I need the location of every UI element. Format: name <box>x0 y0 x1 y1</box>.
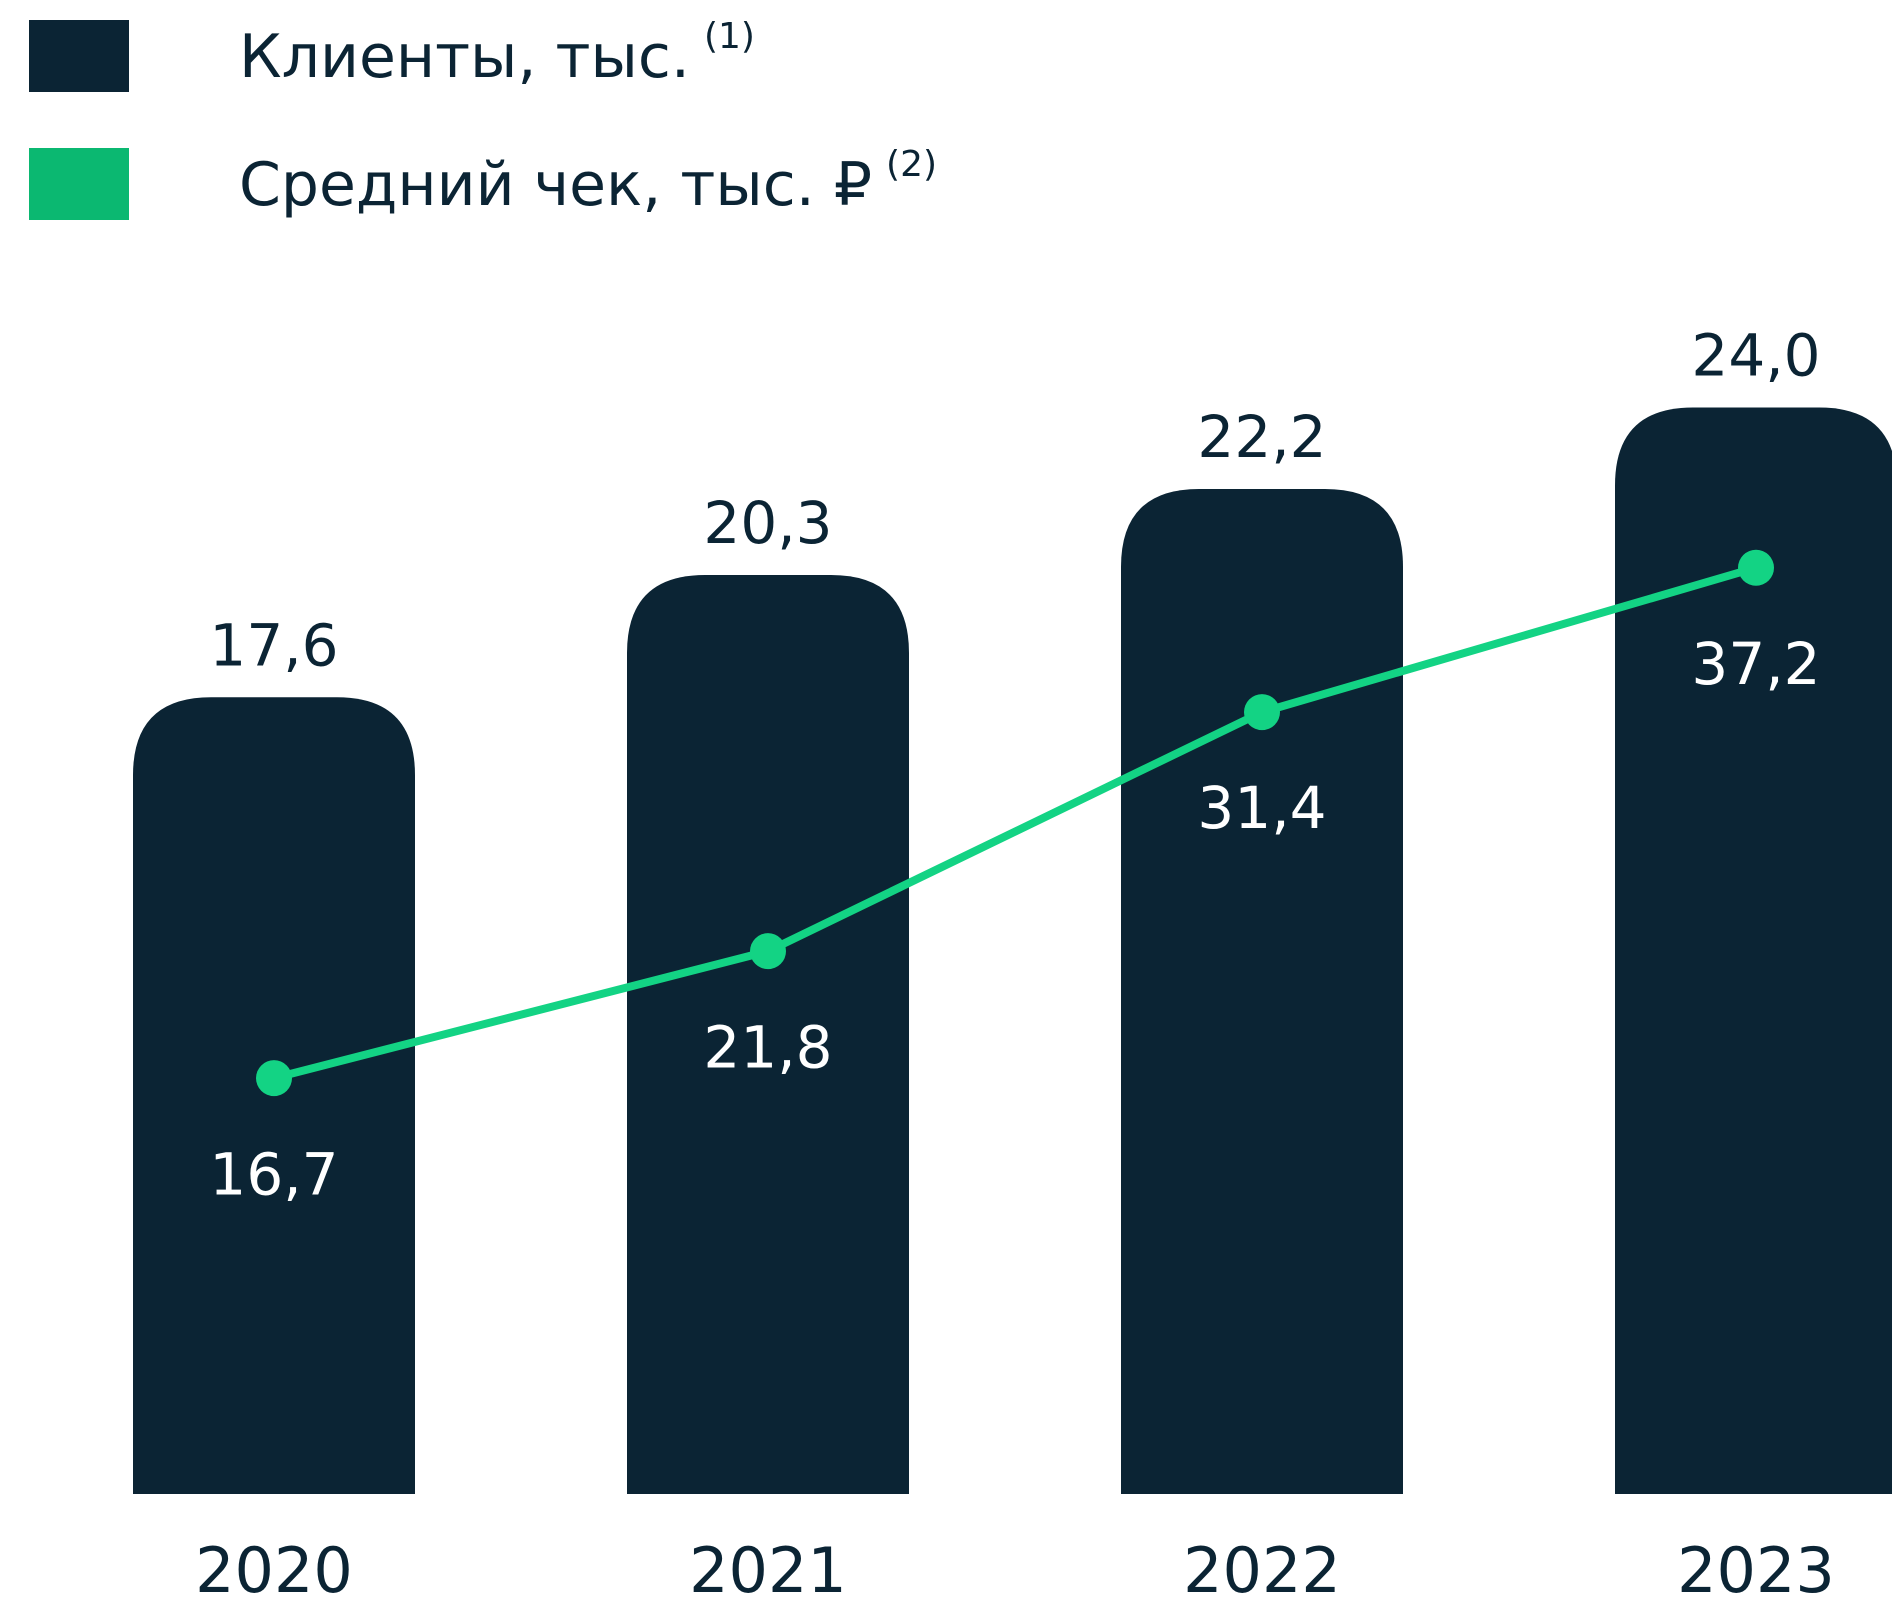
legend-footnote: (1) <box>704 16 755 57</box>
bar-value-label: 20,3 <box>703 489 832 557</box>
bar <box>627 574 909 1494</box>
bar-value-label: 17,6 <box>209 611 338 679</box>
line-value-label: 16,7 <box>209 1140 338 1208</box>
line-value-label: 31,4 <box>1197 774 1326 842</box>
x-tick-label: 2022 <box>1183 1534 1341 1606</box>
legend-footnote: (2) <box>886 144 937 185</box>
bar <box>1121 488 1403 1495</box>
legend-swatch <box>29 148 129 220</box>
legend-label: Средний чек, тыс. ₽ (2) <box>239 144 937 220</box>
legend-name: Клиенты, тыс. <box>239 22 690 92</box>
x-tick-label: 2021 <box>689 1534 847 1606</box>
legend-label: Клиенты, тыс. (1) <box>239 16 755 92</box>
bar-value-label: 24,0 <box>1691 322 1820 390</box>
x-tick-label: 2023 <box>1677 1534 1835 1606</box>
line-point <box>1738 549 1774 586</box>
line-value-label: 21,8 <box>703 1013 832 1081</box>
x-tick-label: 2020 <box>195 1534 353 1606</box>
bar-value-label: 22,2 <box>1197 403 1326 471</box>
line-value-label: 37,2 <box>1691 630 1820 698</box>
line <box>273 563 1758 1083</box>
line-point <box>256 1060 292 1097</box>
legend-name: Средний чек, тыс. ₽ <box>239 150 872 220</box>
legend-swatch <box>29 20 129 92</box>
line-point <box>750 933 786 970</box>
bar <box>1615 407 1892 1494</box>
line-point <box>1244 694 1280 731</box>
